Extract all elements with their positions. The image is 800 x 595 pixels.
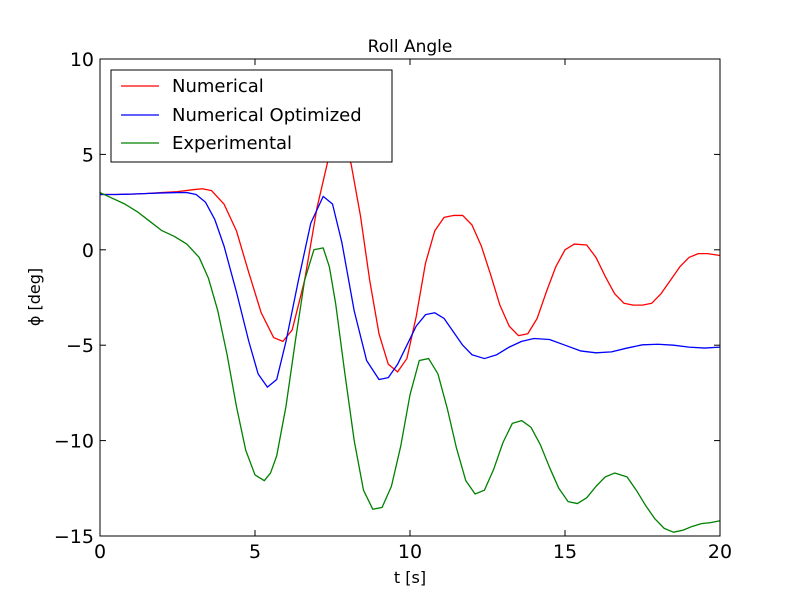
series-line-numerical — [100, 142, 721, 373]
y-tick-label: 5 — [82, 144, 94, 166]
y-axis-label: ϕ [deg] — [25, 268, 44, 326]
series-layer — [99, 142, 721, 533]
y-tick-label: 0 — [82, 240, 94, 262]
y-axis-ticks: 10 5 0 −5 −10 −15 — [54, 49, 720, 548]
y-tick-label: 10 — [70, 49, 94, 71]
x-tick-label: 5 — [249, 541, 261, 563]
legend: Numerical Numerical Optimized Experiment… — [110, 69, 393, 163]
chart-title: Roll Angle — [368, 37, 453, 57]
series-line-experimental — [99, 191, 721, 533]
y-tick-label: −15 — [54, 526, 94, 548]
x-axis-ticks: 0 5 10 15 20 — [94, 59, 732, 563]
series-line-numerical-optimized — [100, 191, 721, 388]
x-tick-label: 10 — [398, 541, 422, 563]
legend-label-numerical: Numerical — [172, 76, 264, 97]
legend-box — [110, 69, 393, 163]
y-tick-label: −5 — [66, 335, 94, 357]
x-axis-label: t [s] — [394, 568, 426, 587]
legend-label-numerical-optimized: Numerical Optimized — [172, 105, 362, 126]
y-tick-label: −10 — [54, 431, 94, 453]
legend-label-experimental: Experimental — [172, 133, 292, 154]
x-tick-label: 0 — [94, 541, 106, 563]
x-tick-label: 15 — [553, 541, 577, 563]
x-tick-label: 20 — [708, 541, 732, 563]
